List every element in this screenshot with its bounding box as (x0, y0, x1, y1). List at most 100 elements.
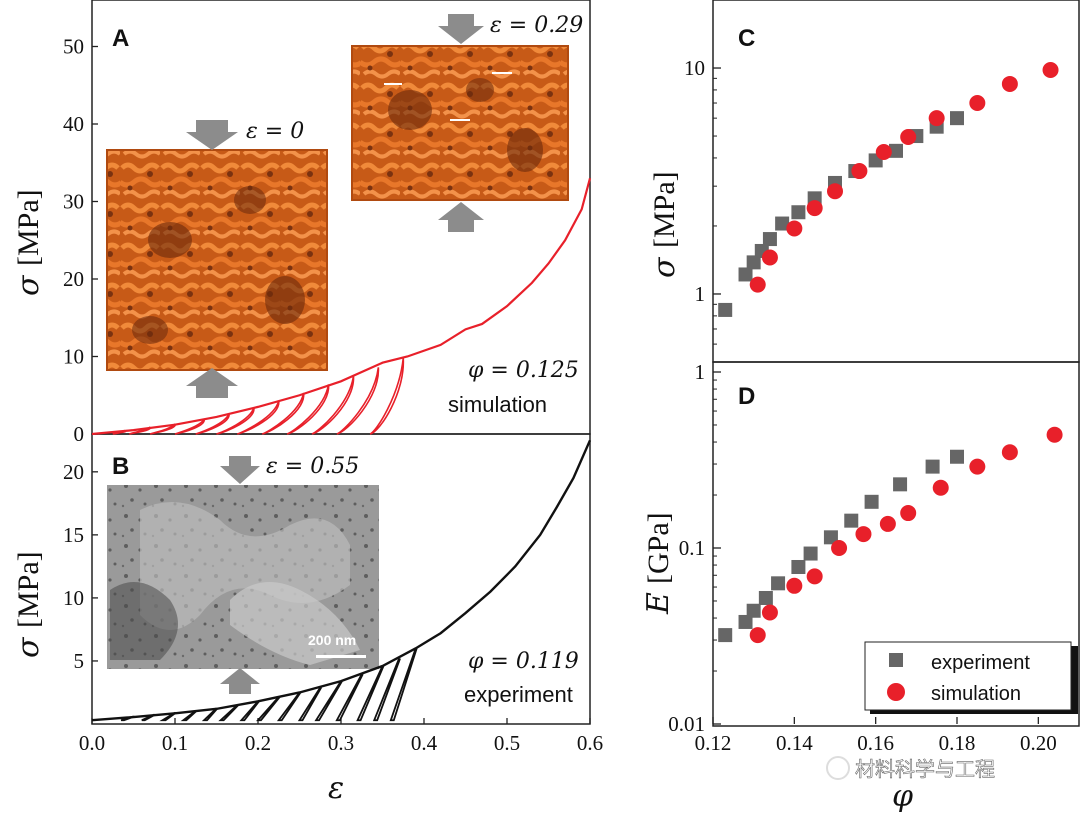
x-tick-label: 0.3 (328, 731, 354, 755)
x-tick-label: 0.0 (79, 731, 105, 755)
panel-a-inset-strain-0: ε = 0 (107, 119, 327, 398)
y-tick-label: 1 (695, 282, 706, 306)
panel-a-phi-label: φ = 0.125 (468, 358, 579, 383)
inset-a1-pore (265, 276, 305, 324)
experiment-point (950, 450, 964, 464)
x-tick-label: 0.20 (1020, 731, 1057, 755)
panel-c-ylabel-unit: [MPa] (648, 171, 681, 248)
simulation-point (807, 568, 823, 584)
arrow-down-icon (438, 14, 484, 44)
simulation-point (933, 480, 949, 496)
y-tick-label: 0 (74, 422, 85, 446)
y-tick-label: 50 (63, 35, 84, 59)
panel-b-label: B (112, 453, 129, 480)
experiment-point (771, 576, 785, 590)
watermark: 材料科学与工程 (827, 757, 995, 781)
scale-bar-label: 200 nm (308, 632, 356, 648)
panel-a-ylabel-symbol: σ (11, 274, 46, 296)
experiment-point (893, 477, 907, 491)
panel-c-ticks: 1 10 (684, 0, 721, 344)
experiment-point (926, 460, 940, 474)
x-tick-label: 0.14 (776, 731, 813, 755)
x-tick-label: 0.18 (939, 731, 976, 755)
experiment-point (791, 560, 805, 574)
simulation-point (827, 183, 843, 199)
inset-b-strain-label: ε = 0.55 (266, 454, 359, 479)
experiment-point (791, 205, 805, 219)
legend-label-experiment: experiment (931, 652, 1030, 674)
legend-marker-simulation (887, 683, 905, 701)
simulation-point (1043, 62, 1059, 78)
experiment-point (865, 495, 879, 509)
y-tick-label: 0.1 (679, 536, 705, 560)
panel-cd-xlabel: φ (892, 779, 913, 814)
scale-bar (316, 655, 366, 658)
panel-a-ylabel-unit: [MPa] (12, 189, 45, 266)
panel-d-ylabel-unit: [GPa] (642, 512, 675, 584)
simulation-point (900, 505, 916, 521)
legend-marker-experiment (889, 653, 903, 667)
simulation-point (831, 540, 847, 556)
experiment-point (718, 628, 732, 642)
unload-loop (370, 358, 403, 434)
panel-b-phi-label: φ = 0.119 (468, 649, 579, 674)
simulation-point (807, 200, 823, 216)
panel-c-ylabel: σ [MPa] (647, 171, 682, 278)
panel-d-label: D (738, 383, 755, 410)
inset-a1-strain-label: ε = 0 (246, 119, 304, 144)
y-tick-label: 10 (63, 586, 84, 610)
y-tick-label: 10 (684, 56, 705, 80)
y-tick-label: 1 (695, 360, 706, 384)
x-tick-label: 0.5 (494, 731, 520, 755)
panel-c-plot-area (713, 0, 1079, 362)
inset-a2-pore (466, 78, 494, 102)
simulation-point (855, 526, 871, 542)
arrow-down-icon (186, 120, 238, 150)
simulation-point (762, 250, 778, 266)
simulation-point (786, 220, 802, 236)
panel-a-type-label: simulation (448, 392, 547, 417)
panel-c-ylabel-symbol: σ (647, 256, 682, 278)
simulation-point (762, 605, 778, 621)
x-tick-label: 0.16 (857, 731, 894, 755)
panel-a-inset-strain-029: ε = 0.29 (352, 13, 583, 232)
inset-a2-image (352, 46, 568, 200)
inset-a2-pore (507, 128, 543, 172)
legend: experiment simulation (865, 642, 1078, 714)
simulation-point (876, 144, 892, 160)
panel-c-label: C (738, 25, 755, 52)
inset-a1-pore (148, 222, 192, 258)
panel-d-ylabel: E [GPa] (641, 512, 676, 615)
panel-b-ylabel-symbol: σ (11, 636, 46, 658)
simulation-point (900, 129, 916, 145)
simulation-point (1047, 427, 1063, 443)
y-tick-label: 20 (63, 460, 84, 484)
arrow-up-icon (186, 368, 238, 398)
experiment-point (763, 232, 777, 246)
arrow-up-icon (438, 202, 484, 232)
watermark-logo-icon (827, 757, 849, 779)
simulation-point (750, 627, 766, 643)
simulation-point (969, 459, 985, 475)
panel-a-label: A (112, 25, 129, 52)
panel-b-inset-sem: 200 nm ε = 0.55 (107, 454, 379, 694)
legend-label-simulation: simulation (931, 683, 1021, 705)
panel-d-ylabel-symbol: E (641, 592, 676, 615)
simulation-point (851, 163, 867, 179)
panel-cd: 1 10 0.01 0.1 1 0.12 0.14 0.16 0.18 0.20 C D σ [… (641, 0, 1079, 814)
panel-ab: 0 10 20 30 40 50 5 10 15 20 0.0 0.1 0.2 0.3 0.4 0.5 0.6… (11, 0, 603, 806)
simulation-point (1002, 76, 1018, 92)
simulation-point (929, 110, 945, 126)
inset-a1-pore (234, 186, 266, 214)
simulation-point (880, 516, 896, 532)
panel-b-type-label: experiment (464, 682, 573, 707)
panel-ab-xlabel: ε (328, 771, 344, 806)
inset-a2-strain-label: ε = 0.29 (490, 13, 583, 38)
arrow-up-icon (220, 668, 260, 694)
experiment-point (759, 591, 773, 605)
experiment-point (804, 547, 818, 561)
y-tick-label: 15 (63, 523, 84, 547)
simulation-point (1002, 444, 1018, 460)
inset-a2-pore (388, 90, 432, 130)
simulation-point (750, 277, 766, 293)
